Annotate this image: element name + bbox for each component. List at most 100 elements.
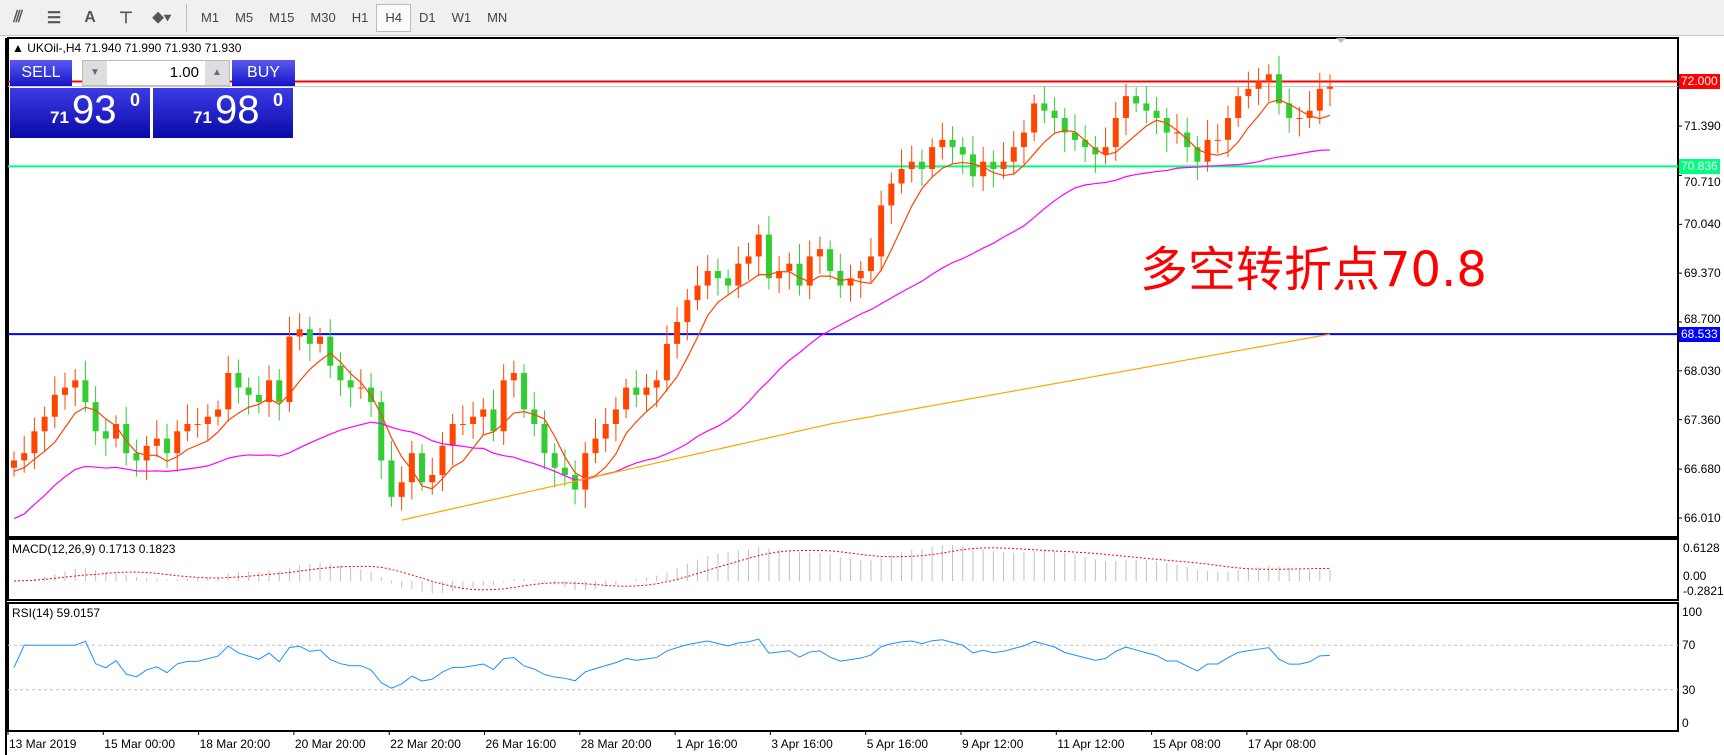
timeframe-m30[interactable]: M30 bbox=[310, 10, 336, 25]
candle-body bbox=[612, 409, 619, 424]
buy-price[interactable]: 71 98 0 bbox=[153, 88, 293, 138]
date-label: 13 Mar 2019 bbox=[9, 737, 77, 751]
candle-body bbox=[827, 249, 834, 271]
candle-body bbox=[225, 372, 232, 410]
lot-size-input[interactable]: ▼ 1.00 ▲ bbox=[82, 60, 230, 86]
arrows-icon[interactable]: ⬥▾ bbox=[152, 8, 172, 26]
candle-body bbox=[725, 278, 732, 286]
candle-body bbox=[296, 329, 303, 337]
chart-header-text: UKOil-,H4 71.940 71.990 71.930 71.930 bbox=[27, 41, 242, 55]
text-label-icon[interactable]: ⊤ bbox=[119, 9, 133, 27]
candle-body bbox=[674, 321, 681, 344]
candle-body bbox=[561, 467, 568, 475]
candle-body bbox=[776, 270, 783, 279]
candle-body bbox=[521, 372, 528, 410]
macd-tick-label: 0.6128 bbox=[1683, 541, 1720, 555]
candle-body bbox=[796, 263, 803, 286]
candle-body bbox=[704, 270, 711, 286]
timeframe-mn[interactable]: MN bbox=[487, 10, 508, 25]
candle-body bbox=[714, 270, 721, 279]
candle-body bbox=[306, 329, 313, 344]
rsi-line bbox=[13, 638, 1331, 689]
date-label: 15 Apr 08:00 bbox=[1152, 737, 1221, 751]
timeframe-m5[interactable]: M5 bbox=[235, 10, 254, 25]
candle-body bbox=[419, 453, 426, 483]
candle-body bbox=[378, 402, 385, 461]
candle-body bbox=[1275, 74, 1282, 104]
timeframe-h4[interactable]: H4 bbox=[376, 3, 411, 32]
candle-body bbox=[449, 423, 456, 446]
candle-body bbox=[31, 431, 38, 454]
candle-body bbox=[1010, 147, 1017, 162]
candle-body bbox=[1102, 147, 1109, 155]
candle-body bbox=[949, 139, 956, 148]
candle-body bbox=[1143, 103, 1150, 111]
chart-window[interactable] bbox=[5, 38, 1724, 755]
candle-body bbox=[816, 249, 823, 257]
timeframe-m1[interactable]: M1 bbox=[201, 10, 220, 25]
macd-label: MACD(12,26,9) 0.1713 0.1823 bbox=[12, 542, 176, 556]
lot-value[interactable]: 1.00 bbox=[169, 64, 199, 81]
price-tick-label: 67.360 bbox=[1684, 412, 1721, 427]
buy-button[interactable]: BUY bbox=[232, 60, 295, 86]
date-label: 9 Apr 12:00 bbox=[962, 737, 1024, 751]
candle-body bbox=[1061, 117, 1068, 133]
timeframe-d1[interactable]: D1 bbox=[418, 10, 436, 25]
candle-body bbox=[51, 394, 58, 417]
candle-body bbox=[1122, 96, 1129, 118]
annotation-text[interactable]: 多空转折点70.8 bbox=[1140, 242, 1487, 298]
candle-body bbox=[439, 445, 446, 475]
buy-price-main: 98 bbox=[215, 88, 260, 132]
candle-body bbox=[592, 438, 599, 454]
candle-body bbox=[11, 460, 17, 468]
price-tick-label: 70.710 bbox=[1684, 174, 1721, 189]
candle-body bbox=[980, 161, 987, 177]
candle-body bbox=[694, 285, 701, 301]
candle-body bbox=[1245, 88, 1252, 97]
sell-button[interactable]: SELL bbox=[10, 60, 72, 86]
candle-body bbox=[164, 438, 171, 454]
candle-body bbox=[1173, 132, 1180, 134]
macd-tick-label: 0.00 bbox=[1683, 569, 1707, 583]
lot-increase-button[interactable]: ▲ bbox=[205, 61, 229, 85]
price-tick-label: 68.700 bbox=[1684, 311, 1721, 326]
candle-body bbox=[510, 372, 517, 381]
timeframe-m15[interactable]: M15 bbox=[269, 10, 295, 25]
toolbar-separator bbox=[186, 3, 187, 32]
candle-body bbox=[837, 270, 844, 286]
candle-body bbox=[1204, 139, 1211, 162]
date-label: 3 Apr 16:00 bbox=[771, 737, 833, 751]
price-line-tag: 68.533 bbox=[1679, 326, 1720, 342]
candle-body bbox=[337, 365, 344, 381]
rsi-panel bbox=[7, 602, 1679, 732]
candle-body bbox=[1296, 117, 1303, 119]
candle-body bbox=[1031, 103, 1038, 133]
candle-body bbox=[990, 161, 997, 169]
candle-body bbox=[918, 161, 925, 169]
candle-body bbox=[1071, 132, 1078, 140]
candle-body bbox=[184, 423, 191, 432]
sell-price[interactable]: 71 93 0 bbox=[10, 88, 150, 138]
candle-body bbox=[276, 380, 283, 403]
candle-body bbox=[235, 372, 242, 388]
candle-body bbox=[327, 336, 334, 366]
candle-body bbox=[62, 387, 69, 395]
indicators-icon[interactable]: ⫻ bbox=[13, 8, 23, 26]
price-tick-label: 70.040 bbox=[1684, 217, 1721, 232]
rsi-label: RSI(14) 59.0157 bbox=[12, 606, 101, 620]
candle-body bbox=[1255, 81, 1262, 89]
candle-body bbox=[745, 256, 752, 264]
text-icon[interactable]: A bbox=[84, 8, 96, 26]
timeframe-w1[interactable]: W1 bbox=[451, 10, 472, 25]
candle-body bbox=[1133, 96, 1140, 104]
candle-body bbox=[939, 139, 946, 148]
macd-panel bbox=[7, 538, 1679, 601]
candle-body bbox=[459, 423, 466, 425]
lot-decrease-button[interactable]: ▼ bbox=[83, 61, 107, 85]
candle-body bbox=[806, 256, 813, 286]
fibonacci-icon[interactable]: ☰ bbox=[46, 9, 62, 27]
timeframe-h1[interactable]: H1 bbox=[351, 10, 369, 25]
one-click-trading-panel: SELL ▼ 1.00 ▲ BUY 71 93 0 71 98 0 bbox=[10, 60, 295, 138]
macd-signal-line bbox=[13, 547, 1331, 591]
